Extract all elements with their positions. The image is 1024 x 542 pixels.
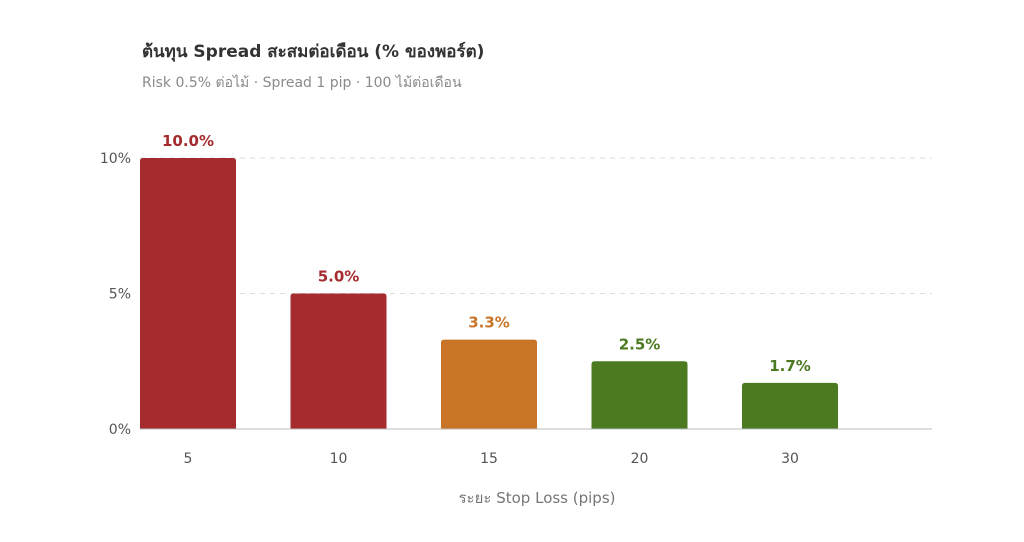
data-labels: 10.0% 5.0% 3.3% 2.5% 1.7%: [162, 132, 811, 375]
data-label: 1.7%: [769, 357, 811, 375]
y-tick-label: 10%: [100, 151, 131, 167]
x-tick-label: 5: [184, 451, 193, 467]
y-tick-label: 0%: [109, 422, 131, 438]
y-tick-label: 5%: [109, 287, 131, 303]
bar-20: [591, 361, 688, 429]
data-label: 10.0%: [162, 132, 214, 150]
data-label: 3.3%: [468, 314, 510, 332]
x-tick-label: 20: [631, 451, 649, 467]
gridlines: [140, 157, 932, 294]
bars: [140, 158, 838, 429]
x-axis-label: ระยะ Stop Loss (pips): [459, 489, 616, 507]
chart-subtitle: Risk 0.5% ต่อไม้ · Spread 1 pip · 100 ไม…: [142, 75, 462, 91]
x-tick-label: 10: [330, 451, 348, 467]
chart-title: ต้นทุน Spread สะสมต่อเดือน (% ของพอร์ต): [142, 42, 485, 62]
bar-30: [742, 382, 838, 429]
y-axis-ticks: 0% 5% 10%: [100, 151, 131, 438]
data-label: 5.0%: [318, 268, 360, 286]
bar-5: [140, 158, 236, 429]
bar-10: [290, 293, 387, 429]
x-axis-ticks: 5 10 15 20 30: [184, 451, 799, 467]
bar-15: [441, 339, 537, 429]
data-label: 2.5%: [619, 335, 661, 353]
x-tick-label: 15: [480, 451, 498, 467]
x-tick-label: 30: [781, 451, 799, 467]
